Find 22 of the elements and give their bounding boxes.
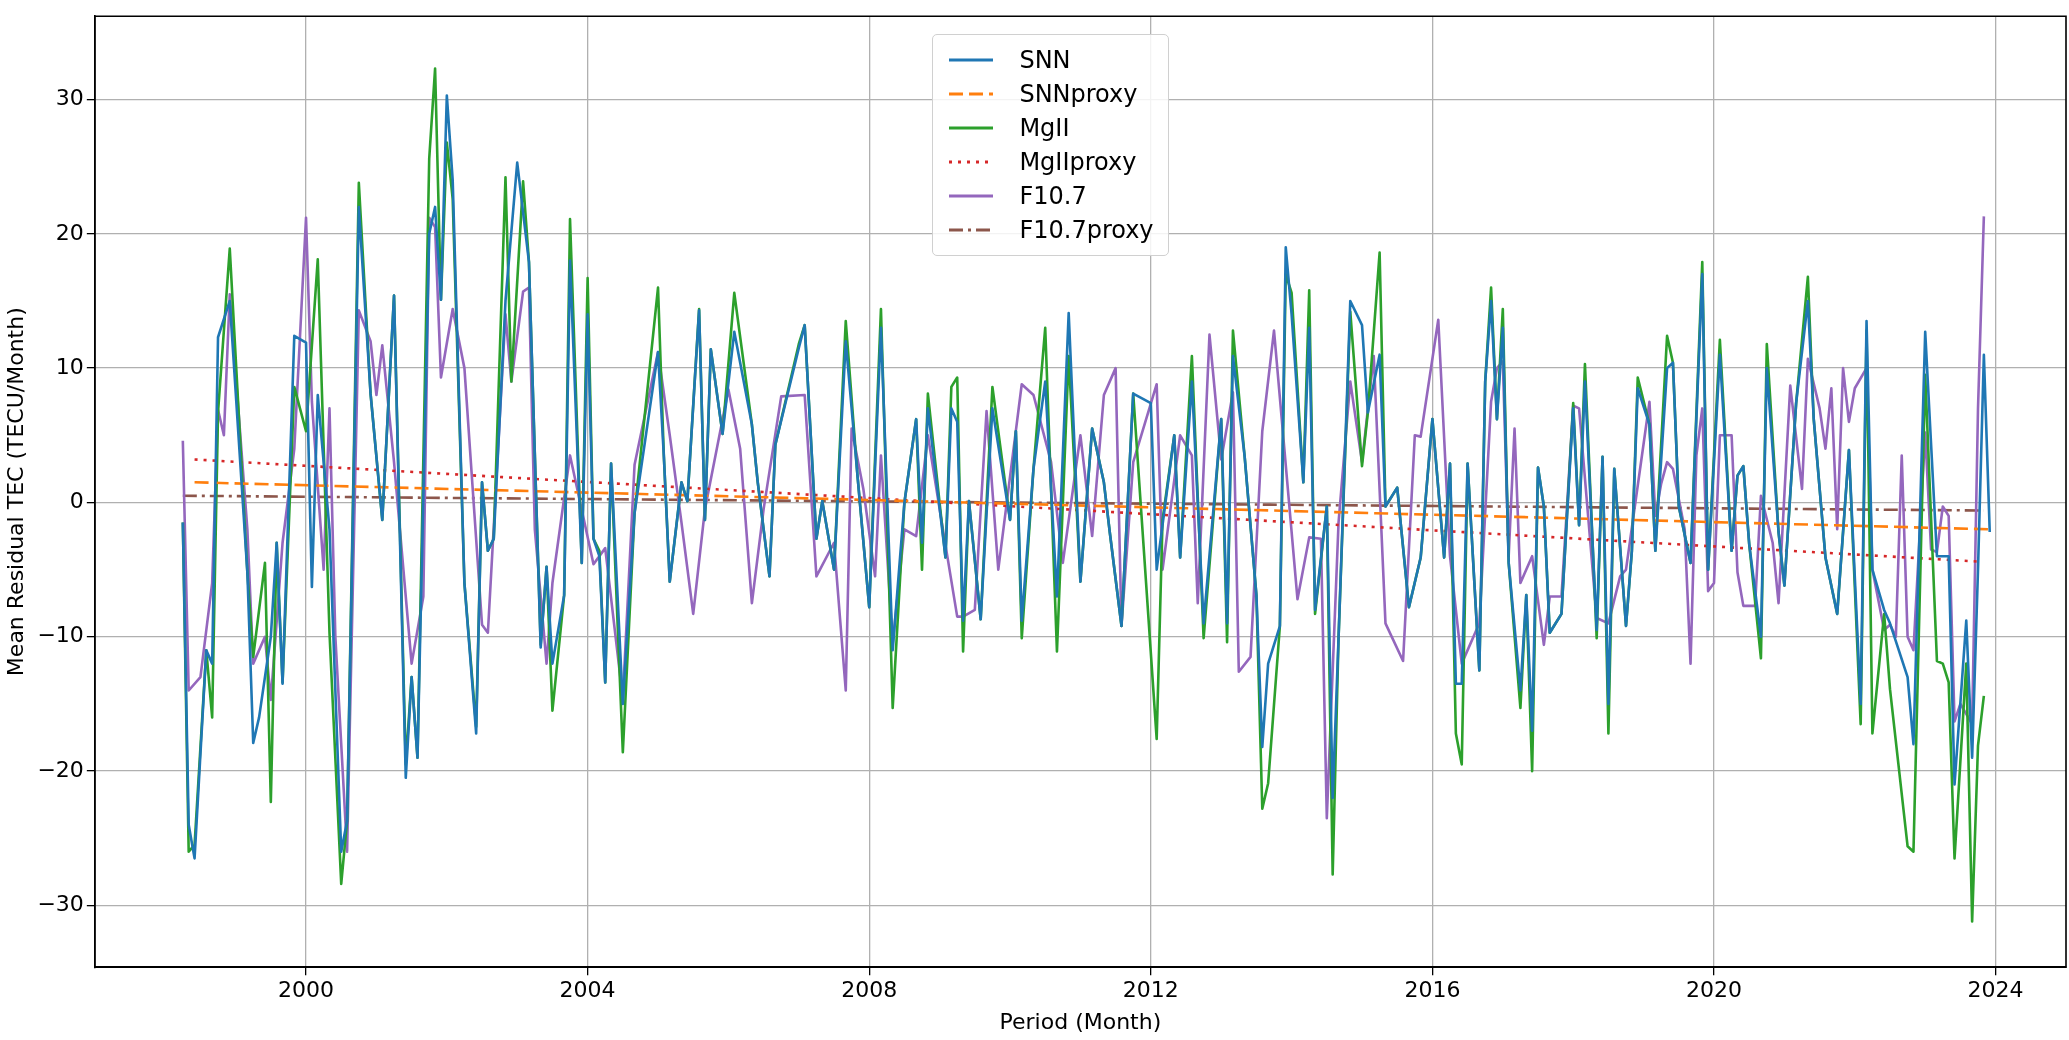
- y-tick-label: 30: [55, 85, 84, 111]
- legend-label: SNNproxy: [1019, 80, 1138, 109]
- y-axis-title: Mean Residual TEC (TECU/Month): [2, 307, 28, 677]
- y-tick-label: −20: [37, 756, 84, 782]
- legend-label: MgII: [1019, 114, 1070, 143]
- x-tick-label: 2020: [1686, 977, 1743, 1003]
- x-axis-title: Period (Month): [999, 1008, 1162, 1034]
- y-tick-label: 0: [69, 488, 84, 514]
- legend-label: F10.7proxy: [1019, 216, 1154, 245]
- y-tick-label: −30: [37, 891, 84, 917]
- y-tick-label: −10: [37, 622, 84, 648]
- y-tick-label: 10: [55, 353, 84, 379]
- legend-label: MgIIproxy: [1019, 148, 1137, 177]
- x-tick-label: 2008: [841, 977, 898, 1003]
- y-tick-label: 20: [55, 219, 84, 245]
- x-tick-label: 2016: [1404, 977, 1461, 1003]
- x-tick-label: 2004: [559, 977, 616, 1003]
- legend-label: SNN: [1019, 46, 1071, 75]
- x-tick-label: 2012: [1122, 977, 1179, 1003]
- legend-label: F10.7: [1019, 182, 1087, 211]
- x-tick-label: 2024: [1967, 977, 2024, 1003]
- x-tick-label: 2000: [278, 977, 335, 1003]
